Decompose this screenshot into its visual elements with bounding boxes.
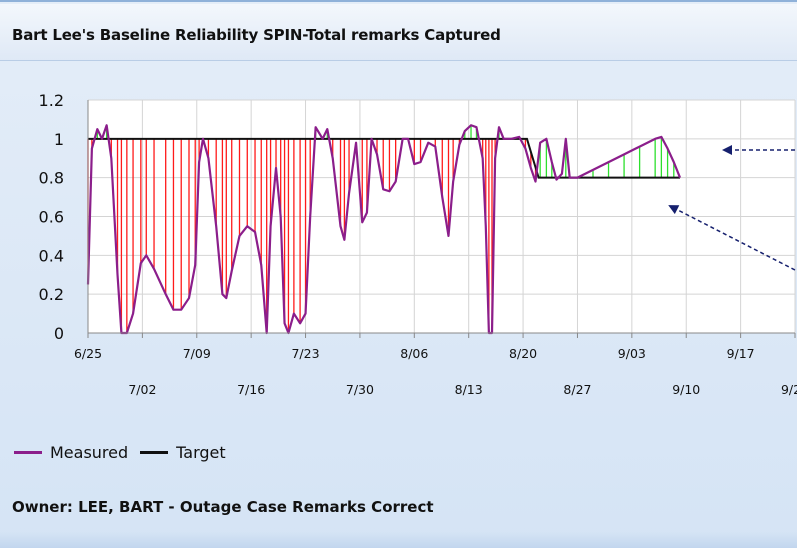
legend-swatch-measured — [14, 450, 42, 454]
y-tick-label: 0.4 — [39, 246, 64, 265]
y-tick-label: 0 — [54, 324, 64, 343]
x-tick-label: 7/02 — [128, 382, 156, 397]
x-tick-label: 9/17 — [727, 346, 755, 361]
legend-label-measured: Measured — [50, 442, 129, 462]
x-tick-label: 7/09 — [183, 346, 211, 361]
chart-title: Bart Lee's Baseline Reliability SPIN-Tot… — [12, 26, 501, 44]
x-tick-label: 9/03 — [618, 346, 646, 361]
x-tick-label: 8/13 — [455, 382, 483, 397]
x-tick-label: 9/24 — [781, 382, 797, 397]
y-tick-label: 0.8 — [39, 169, 64, 188]
series-target-line — [88, 137, 681, 179]
annotation-arrow-target-0-8 — [668, 205, 796, 271]
bottom-band — [0, 532, 797, 548]
x-tick-label: 7/30 — [346, 382, 374, 397]
legend-item-measured: Measured — [14, 443, 128, 462]
legend: Measured Target — [14, 440, 226, 464]
y-tick-label: 0.2 — [39, 285, 64, 304]
x-tick-label: 6/25 — [74, 346, 102, 361]
series-measured-line — [86, 124, 682, 335]
legend-swatch-target — [140, 450, 169, 454]
x-tick-label: 8/20 — [509, 346, 537, 361]
legend-label-target: Target — [176, 442, 226, 462]
x-tick-label: 8/27 — [563, 382, 591, 397]
legend-item-target: Target — [140, 443, 226, 462]
x-tick-label: 7/23 — [291, 346, 319, 361]
y-tick-label: 1 — [54, 130, 64, 149]
y-tick-label: 0.6 — [39, 208, 64, 227]
x-tick-label: 8/06 — [400, 346, 428, 361]
y-tick-label: 1.2 — [39, 91, 64, 110]
x-tick-label: 7/16 — [237, 382, 265, 397]
owner-footer: Owner: LEE, BART - Outage Case Remarks C… — [12, 498, 434, 516]
title-bar — [0, 4, 797, 61]
x-tick-label: 9/10 — [672, 382, 700, 397]
